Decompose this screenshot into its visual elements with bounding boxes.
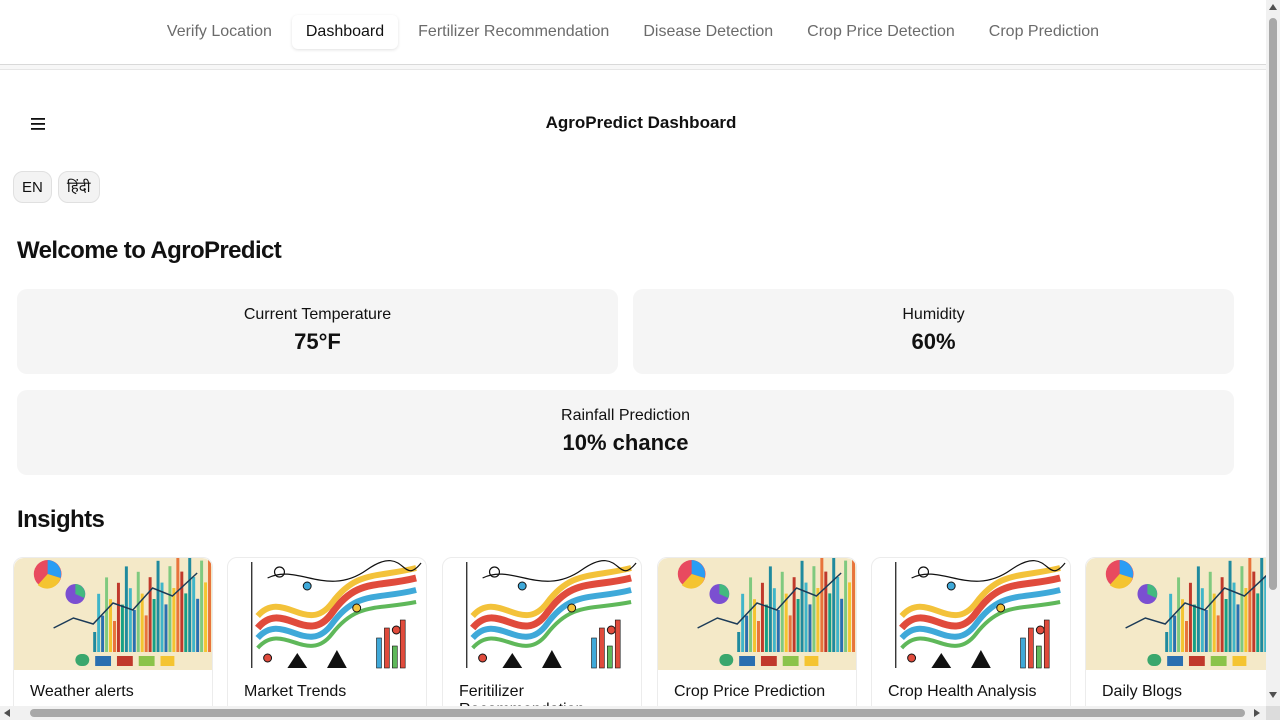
insight-card-fertilizer-recommendation[interactable]: Feritilizer Recommendation [442,557,642,706]
insight-card-label: Feritilizer Recommendation [459,683,584,706]
insight-card-label: Daily Blogs [1102,683,1183,700]
scroll-right-arrow-icon[interactable] [1254,709,1260,717]
top-navigation: Verify Location Dashboard Fertilizer Rec… [0,0,1266,64]
tab-verify-location[interactable]: Verify Location [166,23,272,40]
humidity-value: 60% [911,329,956,354]
tab-crop-prediction[interactable]: Crop Prediction [988,23,1100,40]
insight-card-weather-alerts[interactable]: Weather alerts [13,557,213,706]
tab-disease-detection[interactable]: Disease Detection [643,23,774,40]
tab-crop-price-detection[interactable]: Crop Price Detection [807,23,955,40]
rainfall-value: 10% chance [562,430,689,455]
scroll-up-arrow-icon[interactable] [1269,4,1277,10]
insight-card-label: Crop Health Analysis [888,683,1037,700]
vertical-scroll-thumb[interactable] [1269,18,1277,590]
language-en-button[interactable]: EN [13,171,52,203]
insights-heading: Insights [17,506,105,533]
hamburger-menu-button[interactable] [26,112,50,136]
temperature-label: Current Temperature [243,306,392,323]
colorful-bar-chart-illustration [1086,558,1266,670]
temperature-card: Current Temperature 75°F [17,289,618,374]
insight-card-label: Weather alerts [30,683,134,700]
humidity-label: Humidity [902,306,965,323]
scroll-down-arrow-icon[interactable] [1269,692,1277,698]
welcome-heading: Welcome to AgroPredict [17,237,282,264]
horizontal-scroll-thumb[interactable] [30,709,1245,717]
page-title: AgroPredict Dashboard [545,113,737,132]
insight-card-crop-health-analysis[interactable]: Crop Health Analysis [871,557,1071,706]
language-switcher: EN हिंदी [13,171,100,203]
colorful-bar-chart-illustration [14,558,212,670]
hamburger-menu-icon [31,118,45,130]
tab-fertilizer-recommendation[interactable]: Fertilizer Recommendation [418,23,610,40]
insight-card-daily-blogs[interactable]: Daily Blogs [1085,557,1266,706]
horizontal-scrollbar[interactable] [0,706,1266,720]
insight-card-label: Crop Price Prediction [674,683,826,700]
insight-card-label: Market Trends [244,683,347,700]
insight-card-market-trends[interactable]: Market Trends [227,557,427,706]
page-viewport: Verify Location Dashboard Fertilizer Rec… [0,0,1266,706]
line-graph-doodle-illustration [443,558,641,670]
tab-dashboard[interactable]: Dashboard [291,15,399,49]
colorful-bar-chart-illustration [658,558,856,670]
rainfall-card: Rainfall Prediction 10% chance [17,390,1234,475]
rainfall-label: Rainfall Prediction [561,407,690,424]
scroll-left-arrow-icon[interactable] [4,709,10,717]
line-graph-doodle-illustration [228,558,426,670]
language-hindi-button[interactable]: हिंदी [57,171,100,203]
insight-card-crop-price-prediction[interactable]: Crop Price Prediction [657,557,857,706]
scrollbar-corner [1266,706,1280,720]
nav-divider [0,64,1266,70]
humidity-card: Humidity 60% [633,289,1234,374]
temperature-value: 75°F [294,329,341,354]
line-graph-doodle-illustration [872,558,1070,670]
vertical-scrollbar[interactable] [1266,0,1280,706]
